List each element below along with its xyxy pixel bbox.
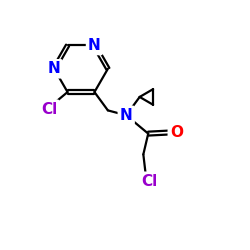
Text: Cl: Cl [41, 102, 57, 117]
Text: N: N [88, 38, 101, 53]
Text: Cl: Cl [141, 174, 158, 189]
Text: N: N [120, 108, 132, 123]
Text: O: O [170, 125, 183, 140]
Text: N: N [48, 61, 60, 76]
